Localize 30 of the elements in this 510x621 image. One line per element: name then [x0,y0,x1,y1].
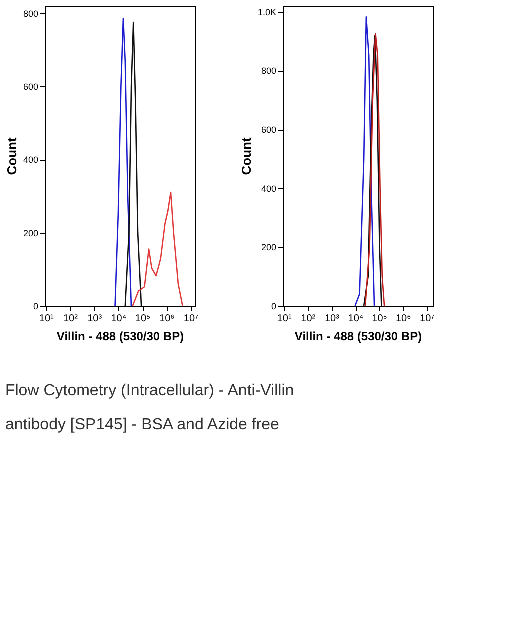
x-tick-label: 10⁴ [111,314,127,324]
y-tick-label: 0 [33,302,38,312]
y-tick-label: 400 [261,184,276,194]
y-tick-label: 400 [23,155,38,166]
x-tick-label: 10⁴ [348,314,364,324]
x-tick-label: 10⁶ [160,314,175,324]
y-axis-title: Count [4,137,20,176]
x-tick-label: 10³ [324,314,340,324]
y-tick-label: 800 [261,66,276,76]
y-tick-label: 600 [261,125,276,136]
x-tick-label: 10² [301,314,316,324]
x-tick-label: 10⁵ [135,314,151,324]
x-tick-label: 10⁷ [184,314,200,324]
y-tick-label: 200 [23,228,38,238]
x-tick-label: 10⁶ [396,314,412,324]
x-tick-label: 10⁵ [372,314,388,324]
x-tick-label: 10² [63,314,79,324]
x-axis-title: Villin - 488 (530/30 BP) [294,330,422,344]
x-axis-title: Villin - 488 (530/30 BP) [56,330,184,344]
y-tick-label: 800 [23,8,38,19]
x-tick-label: 10³ [88,314,103,324]
y-tick-label: 200 [261,242,276,253]
x-tick-label: 10¹ [39,314,54,324]
y-axis-title: Count [238,137,254,176]
y-tick-label: 600 [23,82,38,92]
x-tick-label: 10⁷ [420,314,436,324]
y-tick-label: 0 [271,302,276,312]
x-tick-label: 10¹ [277,314,292,324]
text: Flow Cytometry (Intracellular) - Anti-Villin antibody [SP145] - BSA and Azide free [5,382,294,434]
y-tick-label: 1.0K [258,7,276,18]
